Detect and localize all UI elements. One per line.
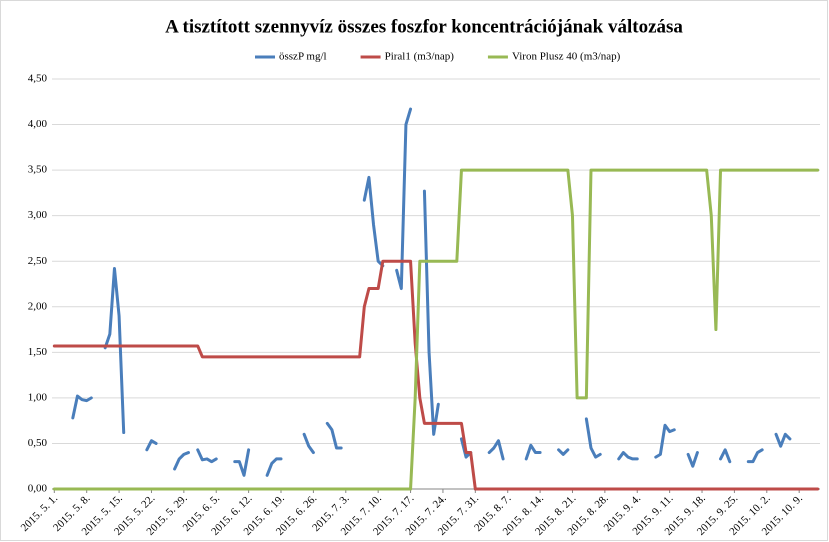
legend-label: Viron Plusz 40 (m3/nap) [512, 51, 621, 63]
y-tick-label: 0,00 [28, 483, 48, 495]
y-tick-label: 2,00 [28, 300, 48, 312]
y-tick-label: 4,50 [28, 73, 48, 85]
legend-label: összP mg/l [279, 51, 327, 63]
y-tick-label: 0,50 [28, 437, 48, 449]
series-line [71, 107, 792, 477]
series-line [52, 259, 820, 491]
y-tick-label: 1,00 [28, 391, 48, 403]
y-tick-label: 3,00 [28, 209, 48, 221]
legend-label: Piral1 (m3/nap) [385, 51, 455, 63]
y-tick-label: 3,50 [28, 164, 48, 176]
y-tick-label: 2,50 [28, 255, 48, 267]
series-line [52, 168, 820, 491]
chart-title: A tisztított szennyvíz összes foszfor ko… [165, 16, 683, 37]
y-tick-label: 1,50 [28, 346, 48, 358]
y-tick-label: 4,00 [28, 118, 48, 130]
